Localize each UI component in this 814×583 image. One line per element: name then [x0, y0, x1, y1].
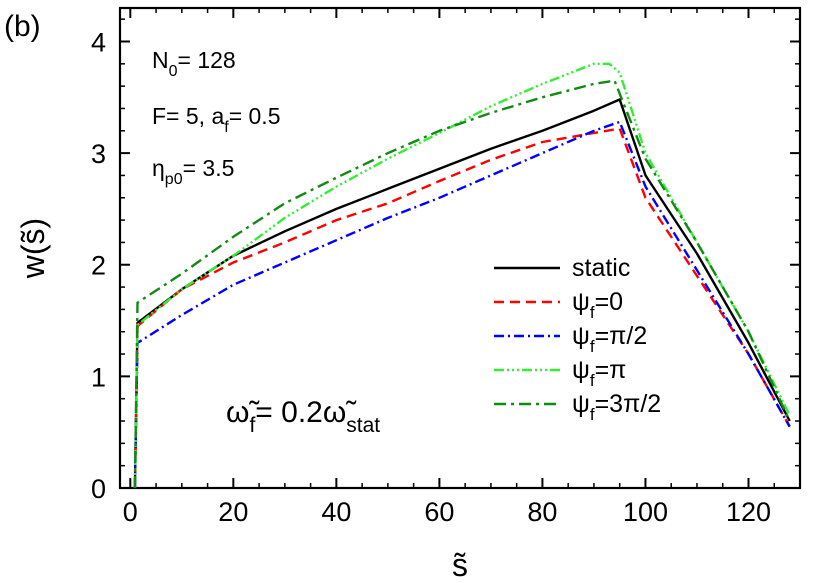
series-line-2: [133, 120, 791, 489]
series-line-3: [133, 62, 791, 489]
x-tick-label: 40: [321, 497, 351, 527]
series-line-1: [133, 127, 791, 489]
y-axis-title: w(s̃): [15, 218, 51, 279]
x-tick-label: 0: [123, 497, 138, 527]
annotation-eta: ηp0= 3.5: [152, 155, 234, 188]
legend-label-3: ψf=π: [572, 356, 626, 390]
x-tick-label: 120: [726, 497, 771, 527]
tick-layer: [120, 8, 800, 489]
y-tick-label: 0: [91, 474, 106, 504]
y-tick-label: 3: [91, 139, 106, 169]
annotation-n0: N0= 128: [152, 47, 236, 80]
series-line-4: [133, 79, 791, 489]
x-tick-label: 80: [527, 497, 557, 527]
legend: static ψf=0ψf=π/2ψf=πψf=3π/2: [494, 254, 661, 424]
y-tick-label: 1: [91, 362, 106, 392]
legend-label-0: static: [572, 254, 630, 282]
x-axis-title: s̃: [452, 547, 468, 583]
y-tick-label: 4: [91, 27, 106, 57]
panel-label: (b): [4, 10, 41, 43]
plot-frame: [118, 6, 802, 490]
x-tick-label: 100: [623, 497, 668, 527]
x-tick-label: 20: [218, 497, 248, 527]
annotation-force: F= 5, af= 0.5: [152, 103, 280, 136]
annotation-omega: ω̃f= 0.2ω̃stat: [226, 396, 380, 437]
y-tick-label: 2: [91, 251, 106, 281]
series-layer: [133, 62, 791, 489]
legend-label-4: ψf=3π/2: [572, 390, 661, 424]
legend-label-1: ψf=0: [572, 288, 623, 322]
tick-label-layer: 0 20 40 60 80 100 120 0 1 2 3 4: [91, 27, 771, 527]
series-line-0: [133, 98, 791, 489]
x-tick-label: 60: [424, 497, 454, 527]
legend-label-2: ψf=π/2: [572, 322, 647, 356]
